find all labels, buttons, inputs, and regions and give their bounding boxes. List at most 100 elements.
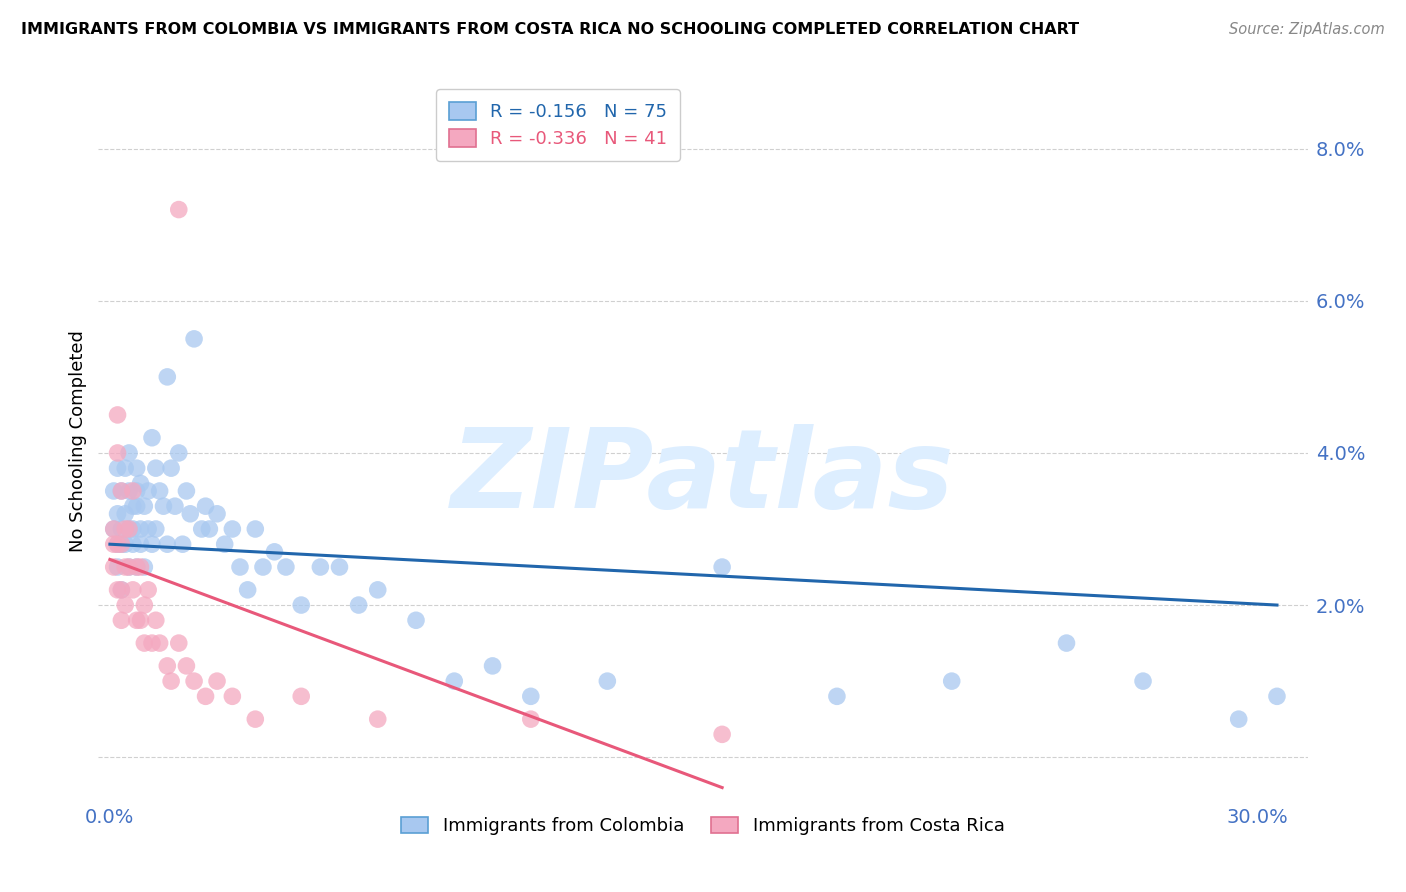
Point bbox=[167, 636, 190, 650]
Point bbox=[179, 507, 201, 521]
Point bbox=[134, 499, 156, 513]
Point bbox=[114, 522, 136, 536]
Point bbox=[290, 690, 312, 704]
Point bbox=[236, 582, 259, 597]
Point bbox=[121, 582, 143, 597]
Point bbox=[118, 483, 141, 498]
Point bbox=[1265, 690, 1288, 704]
Point bbox=[114, 537, 136, 551]
Point bbox=[141, 636, 163, 650]
Point bbox=[110, 537, 132, 551]
Point bbox=[103, 560, 125, 574]
Point bbox=[520, 690, 543, 704]
Point bbox=[114, 598, 136, 612]
Point bbox=[107, 507, 129, 521]
Point bbox=[229, 560, 252, 574]
Point bbox=[443, 674, 465, 689]
Text: ZIPatlas: ZIPatlas bbox=[451, 425, 955, 531]
Point bbox=[121, 522, 143, 536]
Point bbox=[167, 202, 190, 217]
Point bbox=[103, 522, 125, 536]
Point bbox=[141, 537, 163, 551]
Point bbox=[176, 659, 198, 673]
Point bbox=[711, 727, 734, 741]
Point bbox=[125, 613, 148, 627]
Point bbox=[145, 522, 167, 536]
Point bbox=[172, 537, 194, 551]
Point bbox=[129, 522, 152, 536]
Legend: Immigrants from Colombia, Immigrants from Costa Rica: Immigrants from Colombia, Immigrants fro… bbox=[392, 808, 1014, 845]
Point bbox=[290, 598, 312, 612]
Point bbox=[107, 446, 129, 460]
Point bbox=[107, 408, 129, 422]
Point bbox=[110, 483, 132, 498]
Point bbox=[309, 560, 332, 574]
Point bbox=[214, 537, 236, 551]
Point bbox=[156, 370, 179, 384]
Point bbox=[596, 674, 619, 689]
Point bbox=[183, 674, 205, 689]
Point bbox=[825, 690, 848, 704]
Point bbox=[107, 582, 129, 597]
Point bbox=[481, 659, 503, 673]
Text: IMMIGRANTS FROM COLOMBIA VS IMMIGRANTS FROM COSTA RICA NO SCHOOLING COMPLETED CO: IMMIGRANTS FROM COLOMBIA VS IMMIGRANTS F… bbox=[21, 22, 1080, 37]
Point bbox=[194, 690, 217, 704]
Y-axis label: No Schooling Completed: No Schooling Completed bbox=[69, 331, 87, 552]
Point bbox=[263, 545, 285, 559]
Point bbox=[941, 674, 963, 689]
Point bbox=[145, 613, 167, 627]
Point bbox=[125, 560, 148, 574]
Point bbox=[405, 613, 427, 627]
Point bbox=[367, 712, 389, 726]
Point bbox=[1227, 712, 1250, 726]
Point bbox=[125, 560, 148, 574]
Point bbox=[198, 522, 221, 536]
Point bbox=[134, 636, 156, 650]
Point bbox=[118, 560, 141, 574]
Point bbox=[149, 483, 172, 498]
Point bbox=[134, 598, 156, 612]
Point bbox=[118, 446, 141, 460]
Point bbox=[347, 598, 370, 612]
Point bbox=[160, 461, 183, 475]
Text: Source: ZipAtlas.com: Source: ZipAtlas.com bbox=[1229, 22, 1385, 37]
Point bbox=[107, 560, 129, 574]
Point bbox=[274, 560, 297, 574]
Point bbox=[118, 522, 141, 536]
Point bbox=[134, 560, 156, 574]
Point bbox=[136, 582, 159, 597]
Point bbox=[221, 522, 243, 536]
Point bbox=[367, 582, 389, 597]
Point bbox=[110, 537, 132, 551]
Point bbox=[136, 522, 159, 536]
Point bbox=[190, 522, 212, 536]
Point bbox=[245, 522, 267, 536]
Point bbox=[167, 446, 190, 460]
Point bbox=[163, 499, 186, 513]
Point bbox=[125, 461, 148, 475]
Point bbox=[107, 537, 129, 551]
Point bbox=[103, 483, 125, 498]
Point bbox=[183, 332, 205, 346]
Point bbox=[125, 483, 148, 498]
Point bbox=[110, 582, 132, 597]
Point bbox=[110, 582, 132, 597]
Point bbox=[136, 483, 159, 498]
Point bbox=[110, 613, 132, 627]
Point bbox=[118, 560, 141, 574]
Point bbox=[145, 461, 167, 475]
Point bbox=[156, 537, 179, 551]
Point bbox=[121, 483, 143, 498]
Point bbox=[107, 537, 129, 551]
Point bbox=[103, 522, 125, 536]
Point bbox=[107, 461, 129, 475]
Point bbox=[252, 560, 274, 574]
Point bbox=[121, 537, 143, 551]
Point bbox=[328, 560, 350, 574]
Point bbox=[129, 537, 152, 551]
Point bbox=[114, 461, 136, 475]
Point bbox=[110, 522, 132, 536]
Point bbox=[110, 483, 132, 498]
Point bbox=[1132, 674, 1154, 689]
Point bbox=[149, 636, 172, 650]
